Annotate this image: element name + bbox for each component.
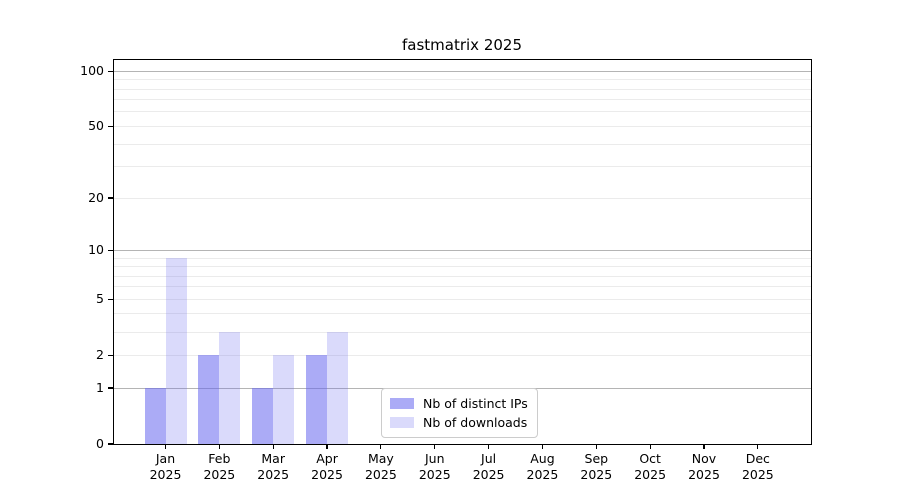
y-tick-label-10: 10 <box>88 241 104 257</box>
legend-swatch-downloads-icon <box>390 417 414 428</box>
legend-row-downloads: Nb of downloads <box>390 413 528 432</box>
gridline-minor-90 <box>114 79 811 81</box>
legend-swatch-distinct-ips-icon <box>390 398 414 409</box>
x-tick-mark-apr <box>326 445 328 449</box>
x-tick-mark-feb <box>218 445 220 449</box>
x-tick-mark-jul <box>488 445 490 449</box>
x-tick-label-jun: Jun 2025 <box>418 451 451 482</box>
x-tick-mark-may <box>380 445 382 449</box>
x-tick-label-nov: Nov 2025 <box>688 451 720 482</box>
bar-nb-of-downloads-mar <box>273 355 295 444</box>
x-tick-label-feb: Feb 2025 <box>203 451 236 482</box>
x-tick-mark-nov <box>703 445 705 449</box>
x-tick-mark-jun <box>434 445 436 449</box>
y-tick-label-1: 1 <box>96 379 104 395</box>
chart-title: fastmatrix 2025 <box>401 36 522 54</box>
y-tick-label-2: 2 <box>96 346 104 362</box>
y-tick-mark-10 <box>108 249 113 251</box>
bar-nb-of-downloads-jan <box>165 258 187 444</box>
x-tick-mark-sep <box>595 445 597 449</box>
bar-nb-of-distinct-ips-jan <box>144 388 166 444</box>
x-tick-label-may: May 2025 <box>364 451 397 482</box>
bar-nb-of-distinct-ips-apr <box>306 355 328 444</box>
gridline-minor-30 <box>114 166 811 168</box>
legend-row-distinct-ips: Nb of distinct IPs <box>390 394 528 413</box>
gridline-minor-70 <box>114 99 811 101</box>
legend: Nb of distinct IPs Nb of downloads <box>381 388 538 438</box>
x-tick-mark-aug <box>541 445 544 449</box>
gridline-minor-60 <box>114 111 811 113</box>
x-tick-mark-jan <box>164 445 167 449</box>
y-tick-label-100: 100 <box>80 62 104 78</box>
gridline-minor-7 <box>114 275 811 277</box>
legend-label-downloads: Nb of downloads <box>423 415 528 430</box>
legend-label-distinct-ips: Nb of distinct IPs <box>423 396 528 411</box>
y-tick-label-0: 0 <box>96 435 104 451</box>
bar-nb-of-downloads-apr <box>327 332 349 444</box>
x-tick-label-sep: Sep 2025 <box>580 451 613 482</box>
plot-canvas <box>114 60 811 444</box>
bar-nb-of-distinct-ips-mar <box>252 388 274 444</box>
y-tick-label-20: 20 <box>88 189 104 205</box>
gridline-minor-40 <box>114 143 811 145</box>
bar-nb-of-distinct-ips-feb <box>198 355 220 444</box>
gridline-minor-9 <box>114 257 811 259</box>
x-tick-label-mar: Mar 2025 <box>257 451 290 482</box>
gridline-minor-5 <box>114 298 811 300</box>
x-tick-label-dec: Dec 2025 <box>741 451 774 482</box>
y-tick-mark-50 <box>108 125 113 127</box>
bar-nb-of-downloads-feb <box>219 332 241 444</box>
y-tick-mark-20 <box>108 197 113 199</box>
y-tick-mark-1 <box>108 387 113 389</box>
x-tick-mark-dec <box>757 445 759 449</box>
y-tick-mark-5 <box>108 298 113 300</box>
gridline-minor-8 <box>114 266 811 267</box>
x-tick-label-apr: Apr 2025 <box>311 451 343 482</box>
gridline-minor-4 <box>114 313 811 315</box>
gridline-major-100 <box>114 70 811 72</box>
y-tick-mark-2 <box>108 354 113 356</box>
x-tick-label-jan: Jan 2025 <box>149 451 182 482</box>
gridline-minor-2 <box>114 354 811 356</box>
plot-area: Nb of distinct IPs Nb of downloads <box>113 59 812 445</box>
x-tick-label-oct: Oct 2025 <box>634 451 667 482</box>
y-tick-label-50: 50 <box>88 117 104 133</box>
x-tick-mark-mar <box>272 445 274 449</box>
y-tick-mark-100 <box>108 70 113 72</box>
gridline-minor-20 <box>114 197 811 199</box>
gridline-minor-80 <box>114 88 811 90</box>
gridline-minor-3 <box>114 331 811 333</box>
x-tick-label-jul: Jul 2025 <box>472 451 505 482</box>
y-tick-mark-0 <box>108 443 113 445</box>
gridline-minor-50 <box>114 125 811 127</box>
x-tick-label-aug: Aug 2025 <box>526 451 559 482</box>
x-tick-mark-oct <box>649 445 651 449</box>
y-tick-label-5: 5 <box>96 290 104 306</box>
gridline-major-10 <box>114 249 811 251</box>
gridline-minor-6 <box>114 286 811 288</box>
